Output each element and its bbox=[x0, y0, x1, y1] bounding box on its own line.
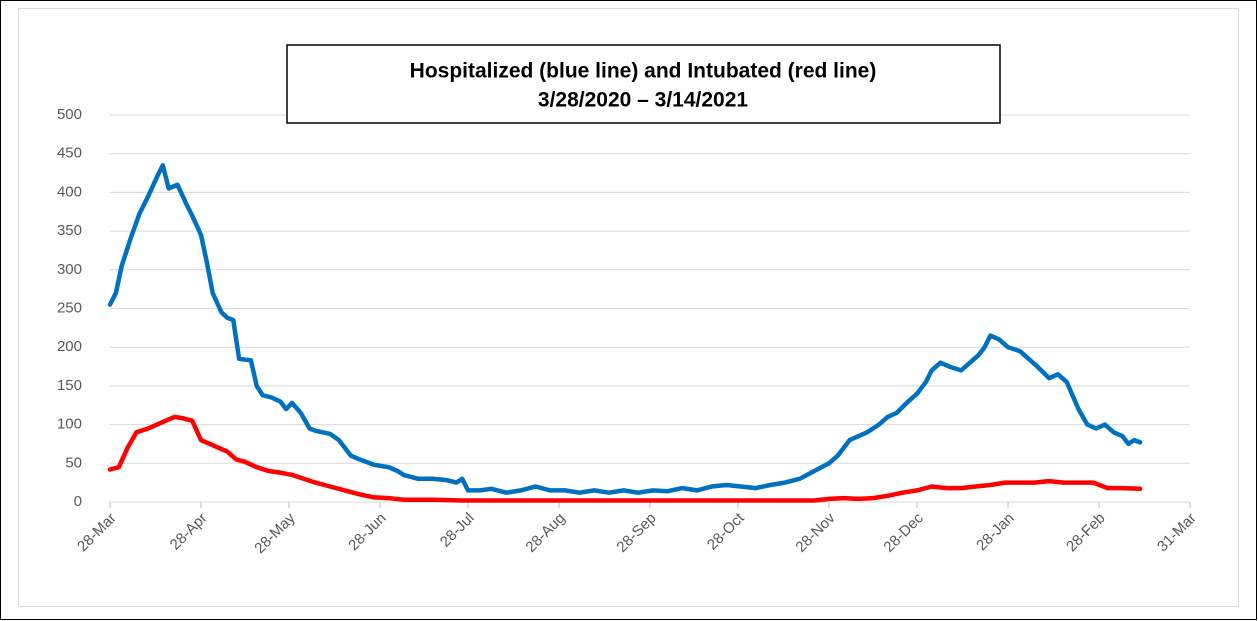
y-tick-label: 50 bbox=[65, 454, 82, 471]
y-tick-label: 200 bbox=[57, 338, 82, 355]
title-box bbox=[286, 44, 1001, 124]
y-tick-label: 350 bbox=[57, 222, 82, 239]
chart-subtitle: 3/28/2020 – 3/14/2021 bbox=[538, 89, 749, 112]
chart-title: Hospitalized (blue line) and Intubated (… bbox=[410, 60, 877, 83]
y-tick-label: 450 bbox=[57, 145, 82, 162]
y-tick-label: 150 bbox=[57, 377, 82, 394]
y-tick-label: 100 bbox=[57, 416, 82, 433]
series-line bbox=[107, 414, 1143, 503]
y-tick-label: 400 bbox=[57, 183, 82, 200]
y-tick-label: 500 bbox=[57, 106, 82, 123]
y-tick-label: 300 bbox=[57, 261, 82, 278]
y-tick-label: 250 bbox=[57, 299, 82, 316]
y-tick-label: 0 bbox=[74, 493, 82, 510]
series-line bbox=[107, 163, 1143, 495]
